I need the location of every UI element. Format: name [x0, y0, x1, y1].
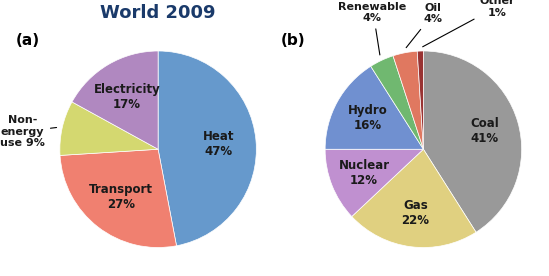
Wedge shape: [393, 51, 423, 149]
Text: Non-
energy
use 9%: Non- energy use 9%: [0, 115, 57, 148]
Wedge shape: [325, 149, 423, 216]
Text: Electricity
17%: Electricity 17%: [94, 83, 160, 111]
Wedge shape: [72, 51, 158, 149]
Text: Hydro
16%: Hydro 16%: [348, 105, 387, 132]
Text: Nuclear
12%: Nuclear 12%: [338, 159, 390, 187]
Text: Gas
22%: Gas 22%: [401, 199, 429, 227]
Text: Heat
47%: Heat 47%: [203, 129, 234, 158]
Text: Coal
41%: Coal 41%: [470, 117, 499, 145]
Wedge shape: [352, 149, 476, 248]
Text: Other
1%: Other 1%: [423, 0, 515, 47]
Text: (b): (b): [281, 33, 306, 48]
Wedge shape: [371, 56, 423, 149]
Text: Oil
4%: Oil 4%: [406, 3, 442, 48]
Wedge shape: [60, 149, 177, 248]
Text: Other
Renewable
4%: Other Renewable 4%: [338, 0, 406, 55]
Wedge shape: [423, 51, 522, 232]
Text: (a): (a): [15, 33, 40, 48]
Wedge shape: [158, 51, 256, 246]
Title: World 2009: World 2009: [100, 4, 216, 22]
Wedge shape: [325, 66, 423, 149]
Text: Transport
27%: Transport 27%: [89, 183, 153, 211]
Wedge shape: [60, 102, 158, 155]
Wedge shape: [417, 51, 423, 149]
